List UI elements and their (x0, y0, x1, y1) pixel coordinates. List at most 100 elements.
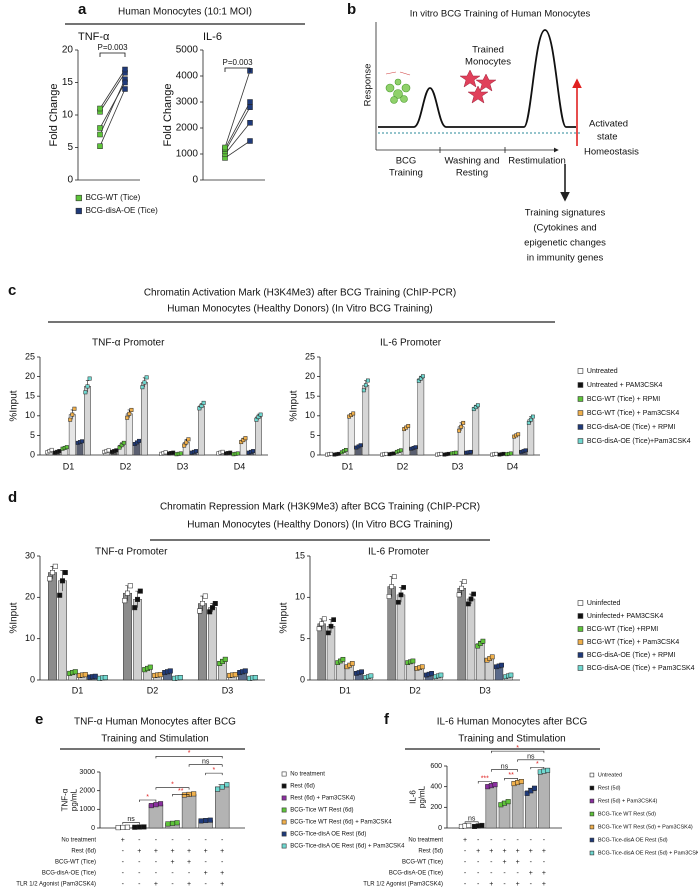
point (141, 824, 147, 830)
point (137, 438, 141, 443)
condition-sign: + (463, 837, 467, 844)
phase-label: Resting (456, 168, 488, 179)
significance-label: ns (202, 759, 210, 766)
condition-sign: - (155, 870, 158, 877)
bar (476, 643, 485, 681)
condition-sign: - (171, 881, 174, 888)
phase-label: Restimulation (508, 156, 566, 167)
legend-label: BCG-Tice-disA OE Rest (6d) (290, 832, 366, 838)
pair-line (99, 88, 126, 147)
point (82, 672, 88, 678)
condition-sign: + (187, 881, 191, 888)
y-tick-label: 0 (30, 449, 35, 459)
legend-label: Rest (6d) (290, 784, 315, 790)
point (142, 380, 147, 385)
point (316, 626, 322, 632)
point (127, 583, 133, 589)
point (220, 449, 225, 454)
point (446, 451, 451, 456)
point (102, 675, 108, 681)
point (97, 125, 103, 131)
y-tick-label: 10 (25, 410, 35, 420)
diagram-b: In vitro BCG Training of Human Monocytes… (363, 9, 640, 264)
point (384, 451, 389, 456)
x-tick-label: D2 (397, 461, 409, 471)
outcome-label: Training signatures (525, 208, 606, 219)
condition-sign: - (171, 870, 174, 877)
point (117, 445, 122, 450)
y-tick-label: 0 (438, 825, 442, 832)
response-curve (378, 29, 576, 128)
condition-sign: + (220, 848, 224, 855)
condition-label: No treatment (61, 838, 96, 844)
condition-sign: - (516, 837, 519, 844)
condition-sign: - (490, 870, 493, 877)
point (47, 576, 53, 582)
legend-label: BCG-WT (Tice) +RPMI (587, 626, 658, 633)
bar (417, 378, 425, 456)
point (119, 443, 124, 448)
point (528, 417, 533, 422)
condition-label: BCG-WT (Tice) (402, 860, 443, 866)
condition-sign: - (477, 859, 480, 866)
point (438, 672, 444, 678)
y-tick-label: 0 (192, 175, 198, 186)
point (363, 383, 368, 388)
significance-bracket (205, 772, 223, 776)
condition-sign: - (530, 881, 533, 888)
point (137, 588, 143, 594)
point (459, 424, 464, 429)
point (361, 388, 366, 393)
point (127, 411, 132, 416)
point (222, 656, 228, 662)
bar (48, 572, 57, 681)
heading: Human Monocytes (Healthy Donors) (In Vit… (167, 304, 432, 315)
y-tick-label: 10 (295, 592, 305, 602)
condition-sign: - (464, 848, 467, 855)
cell-label: Trained (472, 45, 504, 56)
legend-marker (281, 771, 287, 777)
point (57, 449, 62, 454)
state-label: state (597, 132, 618, 143)
condition-sign: - (464, 870, 467, 877)
point (418, 376, 423, 381)
condition-sign: - (188, 837, 191, 844)
legend-label: BCG-Tice WT Rest (6d) (290, 808, 353, 814)
condition-sign: - (171, 837, 174, 844)
point (132, 824, 138, 830)
point (401, 585, 406, 590)
bar (466, 598, 476, 681)
condition-sign: + (489, 848, 493, 855)
cell-label: Monocytes (465, 57, 511, 68)
point (167, 668, 173, 674)
y-tick-label: 10 (25, 633, 35, 643)
point (466, 822, 472, 828)
condition-sign: - (490, 859, 493, 866)
point (545, 767, 551, 773)
significance-bracket (155, 787, 190, 790)
point (456, 592, 462, 598)
y-tick-label: 15 (295, 550, 305, 560)
point (505, 799, 511, 805)
pair-line (224, 122, 251, 155)
condition-sign: + (204, 848, 208, 855)
point (359, 669, 364, 675)
significance-bracket (504, 778, 518, 781)
condition-sign: - (155, 859, 158, 866)
p-value: P=0.003 (97, 43, 128, 52)
point (256, 415, 261, 419)
point (459, 585, 465, 591)
legend-label: BCG-Tice-disA OE Rest (6d) + Pam3CSK4 (290, 844, 405, 850)
point (207, 817, 213, 823)
condition-sign: - (204, 859, 207, 866)
y-axis-label: %Input (279, 602, 290, 633)
point (526, 420, 531, 425)
condition-sign: + (516, 881, 520, 888)
significance-bracket (530, 766, 545, 770)
outcome-label: (Cytokines and (533, 223, 596, 234)
bar (133, 599, 142, 681)
point (136, 824, 142, 830)
point (389, 584, 395, 589)
point (528, 788, 534, 794)
bar (396, 594, 406, 681)
